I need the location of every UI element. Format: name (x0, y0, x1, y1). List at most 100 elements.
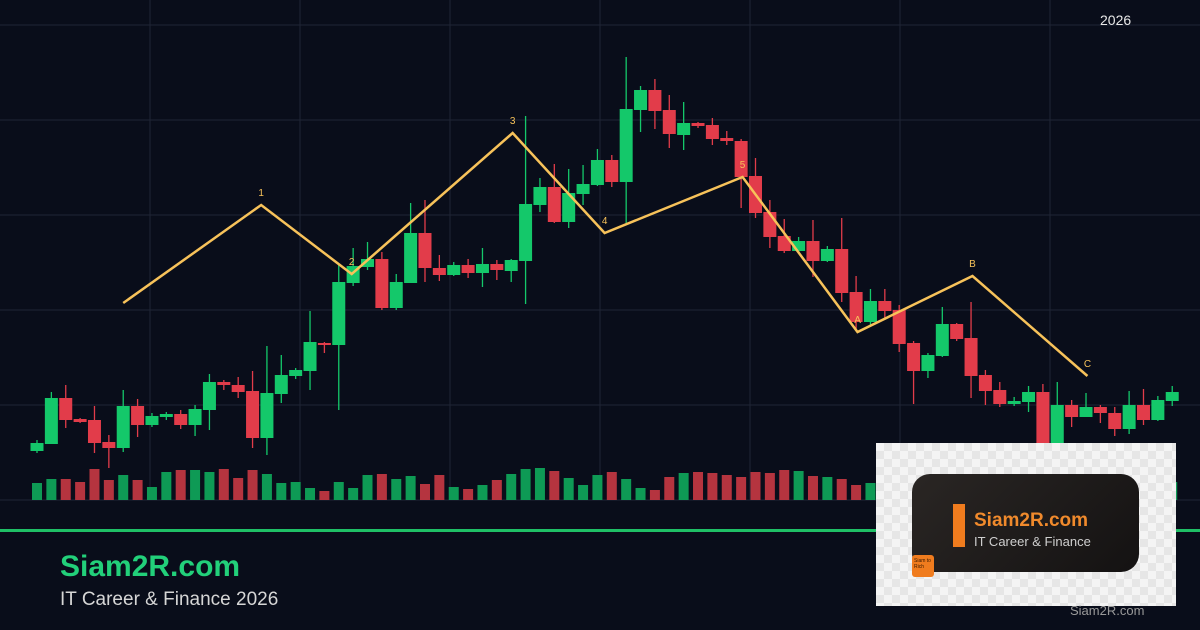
candle-down (734, 141, 748, 177)
volume-bar (405, 476, 416, 500)
candle-down (217, 382, 231, 385)
candle-up (361, 259, 375, 267)
wave-label: A (854, 315, 861, 326)
volume-bar (118, 475, 129, 500)
candle-up (519, 204, 533, 261)
candle-up (447, 265, 461, 275)
candle-up (504, 260, 518, 271)
volume-bar (592, 475, 603, 500)
year-label: 2026 (1100, 12, 1132, 28)
volume-bar (448, 487, 459, 500)
volume-bar (362, 475, 373, 500)
candle-down (720, 138, 734, 141)
wave-label: 4 (602, 216, 608, 227)
candle-up (260, 393, 274, 438)
volume-bar (463, 489, 474, 500)
candle-down (993, 390, 1007, 404)
candle-up (145, 416, 159, 425)
candle-up (1122, 405, 1136, 429)
candle-down (131, 406, 145, 425)
volume-bar (261, 474, 272, 500)
volume-bar (807, 476, 818, 500)
candle-down (777, 236, 791, 251)
candle-up (303, 342, 317, 371)
volume-bar (534, 468, 545, 500)
candle-down (648, 90, 662, 111)
logo-name: Siam2R.com (974, 510, 1089, 531)
candle-down (1108, 413, 1122, 429)
volume-bar (851, 485, 862, 500)
candle-down (849, 292, 863, 322)
volume-bar (621, 479, 632, 500)
volume-bar (333, 482, 344, 500)
volume-bar (103, 480, 114, 500)
candle-up (1165, 392, 1179, 401)
candle-up (1079, 407, 1093, 417)
candle-up (30, 443, 44, 451)
candle-up (202, 382, 216, 410)
volume-bar (348, 488, 359, 500)
candle-down (1065, 405, 1079, 417)
wave-label: B (969, 259, 976, 270)
volume-bar (779, 470, 790, 500)
candle-up (921, 355, 935, 371)
candle-up (1007, 401, 1021, 404)
candle-up (274, 375, 288, 394)
candle-down (835, 249, 849, 293)
candle-up (619, 109, 633, 182)
volume-bar (233, 478, 244, 500)
candle-down (73, 419, 87, 422)
candle-up (188, 409, 202, 425)
volume-bar (247, 470, 258, 500)
candle-down (418, 233, 432, 268)
candle-down (246, 391, 260, 438)
candle-down (691, 123, 705, 126)
brand-title: Siam2R.com (60, 550, 241, 583)
volume-bar (276, 483, 287, 500)
wave-label: C (1084, 359, 1091, 370)
volume-bar (190, 470, 201, 500)
candle-down (1093, 407, 1107, 413)
volume-bar (865, 483, 876, 500)
candle-up (533, 187, 547, 205)
volume-bar (678, 473, 689, 500)
candle-up (634, 90, 648, 110)
candle-down (317, 343, 331, 345)
volume-bar (175, 470, 186, 500)
candle-down (705, 125, 719, 139)
candle-down (662, 110, 676, 134)
volume-bar (46, 479, 57, 500)
volume-bar (736, 477, 747, 500)
candle-down (547, 187, 561, 222)
candle-down (461, 265, 475, 273)
volume-bar (549, 471, 560, 500)
candle-up (1151, 400, 1165, 420)
volume-bar (477, 485, 488, 500)
volume-bar (793, 471, 804, 500)
candle-down (950, 324, 964, 339)
volume-bar (693, 472, 704, 500)
volume-bar (391, 479, 402, 500)
logo-overlay: Siam2R.com IT Career & Finance Siam to R… (876, 443, 1176, 606)
candle-up (332, 282, 346, 345)
candle-up (935, 324, 949, 356)
wave-label: 5 (740, 160, 746, 171)
candle-down (605, 160, 619, 182)
candle-down (231, 385, 245, 392)
candle-up (116, 406, 130, 448)
candle-down (964, 338, 978, 376)
volume-bar (721, 475, 732, 500)
candle-down (806, 241, 820, 261)
candle-down (978, 375, 992, 391)
candle-down (1136, 405, 1150, 420)
logo-bar-icon (953, 504, 965, 547)
volume-bar (606, 472, 617, 500)
candle-up (576, 184, 590, 194)
volume-bar (32, 483, 42, 500)
candle-down (87, 420, 101, 443)
candle-up (863, 301, 877, 322)
volume-bar (419, 484, 430, 500)
candle-down (174, 414, 188, 425)
candle-down (1036, 392, 1050, 447)
volume-bar (89, 469, 100, 500)
